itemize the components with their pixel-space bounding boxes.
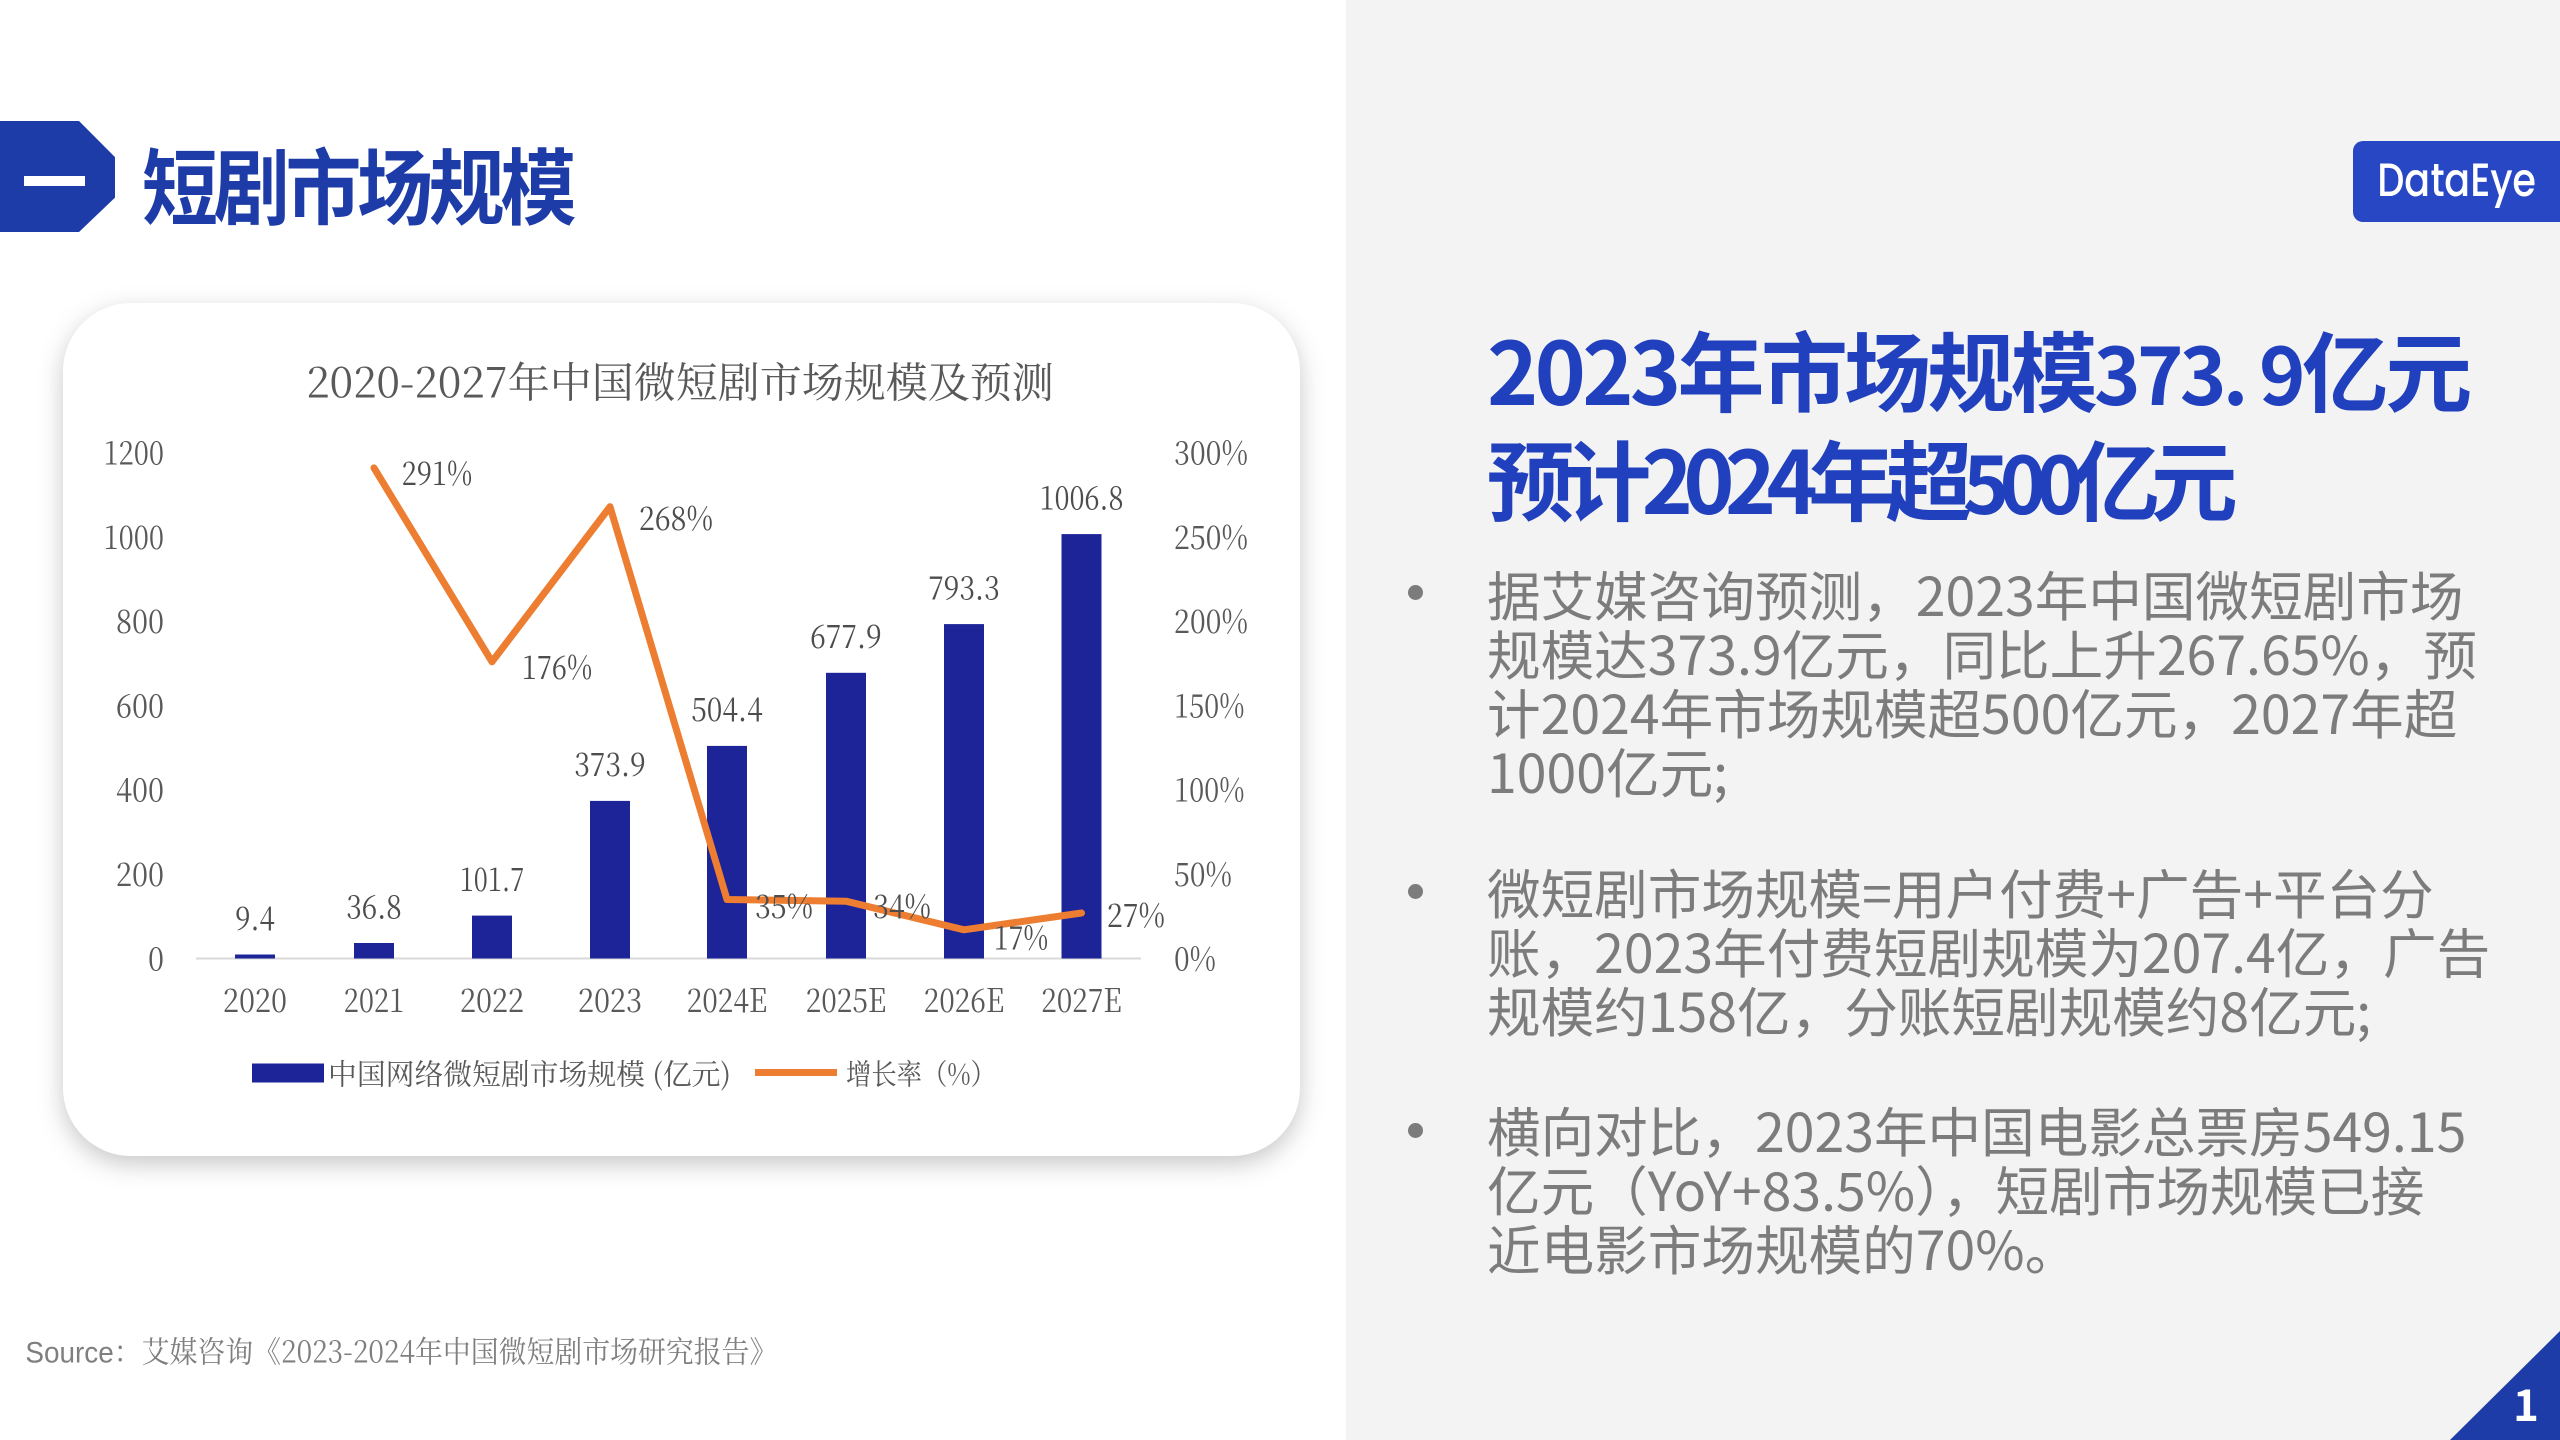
- svg-text:增长率（%）: 增长率（%）: [846, 1052, 996, 1093]
- svg-text:36.8: 36.8: [346, 881, 402, 928]
- svg-text:2023: 2023: [578, 975, 642, 1022]
- svg-text:504.4: 504.4: [691, 684, 763, 731]
- svg-text:291%: 291%: [402, 448, 473, 495]
- svg-text:677.9: 677.9: [810, 611, 882, 658]
- svg-text:101.7: 101.7: [460, 854, 525, 901]
- svg-text:1006.8: 1006.8: [1040, 472, 1124, 519]
- svg-text:2026E: 2026E: [924, 975, 1005, 1022]
- svg-text:300%: 300%: [1174, 428, 1248, 475]
- svg-text:100%: 100%: [1174, 765, 1245, 812]
- svg-text:35%: 35%: [755, 881, 813, 928]
- svg-text:250%: 250%: [1174, 512, 1248, 559]
- svg-text:50%: 50%: [1174, 849, 1232, 896]
- svg-text:268%: 268%: [639, 493, 713, 540]
- svg-text:1000: 1000: [104, 512, 165, 559]
- svg-text:150%: 150%: [1174, 680, 1245, 727]
- svg-text:400: 400: [116, 765, 164, 812]
- svg-text:2021: 2021: [344, 975, 405, 1022]
- svg-text:17%: 17%: [994, 912, 1049, 959]
- svg-text:200%: 200%: [1174, 596, 1248, 643]
- svg-text:34%: 34%: [873, 881, 931, 928]
- svg-text:2020: 2020: [223, 975, 287, 1022]
- svg-text:600: 600: [116, 680, 164, 727]
- svg-text:200: 200: [116, 849, 164, 896]
- svg-text:9.4: 9.4: [235, 893, 275, 940]
- svg-text:27%: 27%: [1107, 890, 1165, 937]
- svg-text:373.9: 373.9: [574, 739, 646, 786]
- svg-text:2024E: 2024E: [687, 975, 768, 1022]
- svg-text:176%: 176%: [522, 642, 593, 689]
- svg-text:800: 800: [116, 596, 164, 643]
- svg-text:2027E: 2027E: [1041, 975, 1122, 1022]
- svg-text:2020-2027年中国微短剧市场规模及预测: 2020-2027年中国微短剧市场规模及预测: [306, 351, 1054, 411]
- svg-text:793.3: 793.3: [928, 562, 1000, 609]
- svg-text:2025E: 2025E: [806, 975, 887, 1022]
- svg-text:0%: 0%: [1174, 933, 1216, 980]
- svg-text:中国网络微短剧市场规模 (亿元): 中国网络微短剧市场规模 (亿元): [328, 1052, 731, 1093]
- svg-text:Source：艾媒咨询《2023-2024年中国微短剧市场研: Source：艾媒咨询《2023-2024年中国微短剧市场研究报告》: [25, 1328, 777, 1372]
- svg-text:1200: 1200: [104, 428, 165, 475]
- svg-text:2022: 2022: [460, 975, 524, 1022]
- svg-text:0: 0: [148, 933, 164, 980]
